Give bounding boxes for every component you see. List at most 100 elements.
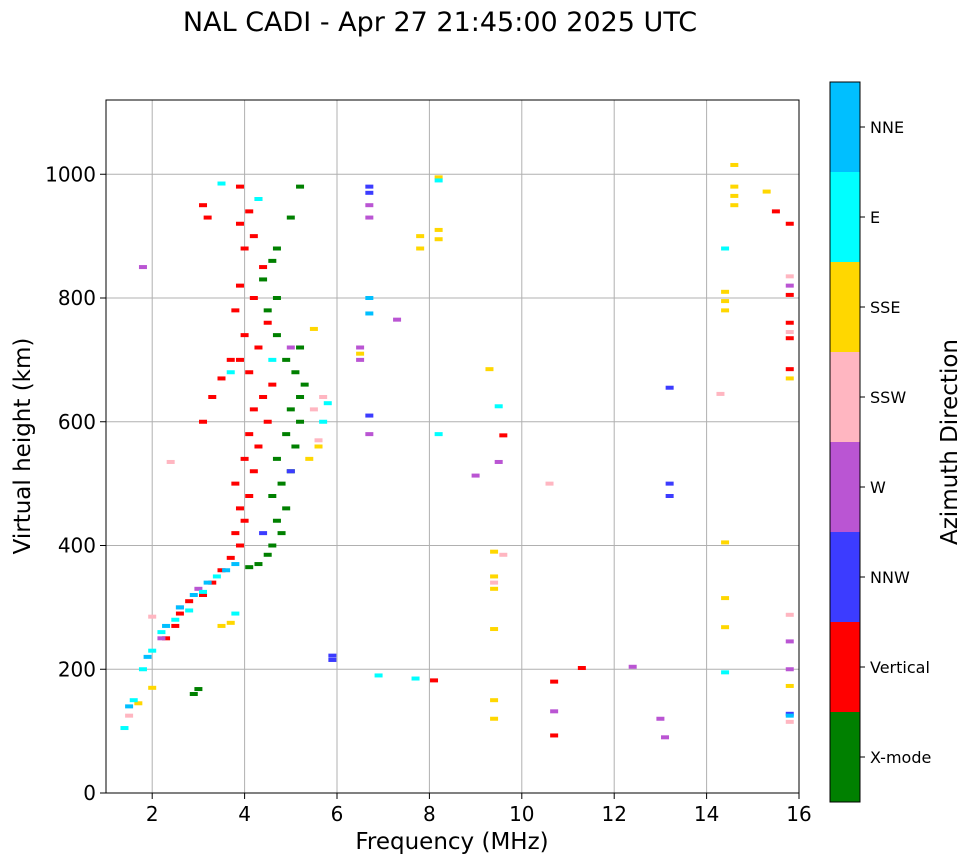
data-point: [365, 296, 374, 300]
data-point: [199, 593, 208, 597]
data-point: [286, 215, 295, 220]
data-point: [296, 395, 305, 399]
data-point: [148, 685, 157, 690]
data-point: [550, 709, 559, 714]
x-tick-label: 16: [786, 802, 811, 826]
y-tick-label: 0: [83, 781, 96, 805]
data-point: [277, 531, 286, 536]
data-point: [268, 258, 277, 263]
data-point: [490, 586, 499, 591]
data-point: [430, 678, 439, 683]
data-point: [203, 215, 212, 220]
colorbar-segment: [830, 262, 860, 352]
data-point: [217, 568, 226, 573]
data-point: [217, 376, 226, 381]
data-point: [235, 357, 244, 362]
series-ssw: [125, 274, 794, 724]
data-point: [365, 215, 374, 220]
data-point: [268, 357, 277, 362]
data-point: [365, 190, 374, 195]
data-point: [785, 667, 794, 672]
plot-frame: [105, 99, 800, 794]
series-e: [120, 178, 730, 731]
data-point: [365, 413, 374, 418]
data-point: [199, 589, 208, 594]
colorbar-segment: [830, 712, 860, 802]
data-point: [411, 676, 420, 681]
data-point: [628, 664, 637, 669]
colorbar-tick-label: W: [870, 478, 886, 497]
data-point: [785, 719, 794, 724]
data-point: [245, 209, 254, 214]
data-point: [240, 246, 249, 251]
data-point: [545, 481, 554, 486]
data-point: [305, 456, 314, 461]
data-point: [125, 713, 134, 718]
data-point: [730, 193, 739, 198]
data-point: [356, 351, 365, 356]
data-point: [286, 469, 295, 474]
y-tick-label: 200: [58, 657, 96, 681]
data-point: [499, 433, 508, 438]
data-point: [309, 407, 318, 412]
grid-lines: [106, 100, 800, 794]
data-point: [208, 395, 217, 399]
data-point: [291, 370, 300, 375]
data-point: [157, 630, 166, 635]
colorbar: X-mode Vertical NNW W SSW SSE E NNE: [829, 81, 931, 803]
data-point: [416, 246, 425, 251]
data-point: [263, 308, 272, 313]
x-tick-label: 8: [423, 802, 436, 826]
y-tick-label: 1000: [45, 162, 96, 186]
data-point: [171, 623, 180, 628]
data-point: [254, 197, 263, 201]
data-point: [785, 683, 794, 688]
data-point: [716, 391, 725, 396]
data-point: [490, 574, 499, 579]
data-point: [577, 666, 586, 671]
data-point: [661, 735, 670, 740]
data-point: [314, 438, 323, 443]
data-point: [272, 518, 281, 523]
data-point: [240, 456, 249, 461]
plot-area: [106, 100, 799, 793]
data-point: [393, 317, 402, 322]
data-point: [254, 444, 263, 449]
data-point: [494, 459, 503, 464]
data-point: [374, 673, 383, 678]
data-point: [231, 611, 240, 616]
data-point: [212, 574, 221, 579]
data-point: [194, 586, 203, 591]
colorbar-tick-label: X-mode: [870, 748, 931, 767]
colorbar-frame: [829, 81, 861, 803]
data-point: [157, 636, 166, 641]
data-point: [226, 620, 235, 625]
data-point: [138, 667, 147, 672]
x-tick-label: 12: [601, 802, 626, 826]
colorbar-segment: [830, 622, 860, 712]
data-point: [365, 311, 374, 316]
colorbar-segment: [830, 532, 860, 622]
data-point: [434, 175, 443, 180]
data-point: [185, 599, 194, 604]
colorbar-tick-label: NNW: [870, 568, 910, 587]
data-point: [249, 296, 258, 300]
data-point: [120, 726, 129, 731]
data-point: [730, 162, 739, 167]
series-vertical: [162, 184, 794, 738]
chart-title: NAL CADI - Apr 27 21:45:00 2025 UTC: [183, 7, 697, 38]
data-point: [259, 265, 268, 270]
data-point: [365, 203, 374, 208]
data-point: [721, 670, 730, 675]
data-point: [328, 657, 337, 662]
colorbar-segment: [830, 82, 860, 172]
data-point: [328, 653, 337, 658]
data-point: [291, 444, 300, 449]
data-point: [771, 209, 780, 214]
data-point: [189, 593, 198, 597]
y-tick-label: 800: [58, 286, 96, 310]
data-point: [785, 376, 794, 381]
data-point: [785, 713, 794, 718]
data-point: [245, 432, 254, 437]
colorbar-tick-label: NNE: [870, 118, 904, 137]
